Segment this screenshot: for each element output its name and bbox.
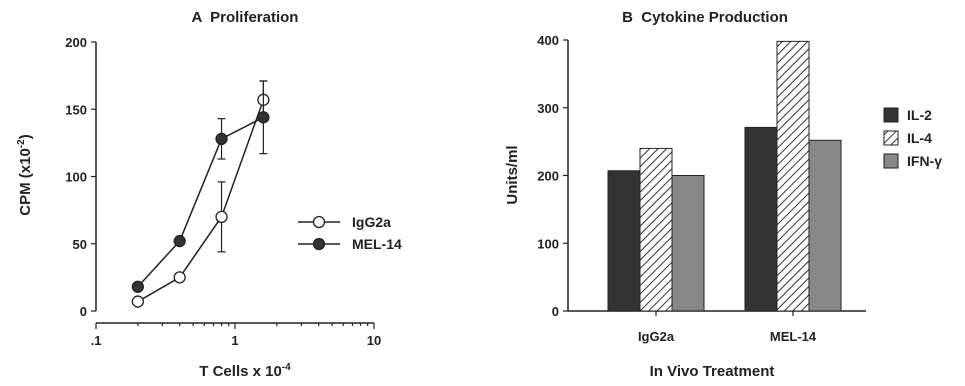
series-line-mel14 (137, 116, 264, 288)
data-point (173, 234, 186, 248)
panel-b-title: B Cytokine Production (622, 9, 788, 26)
panel-b-y-tick-label: 400 (537, 33, 559, 48)
bar (744, 126, 778, 312)
data-point (131, 280, 144, 293)
panel-a-ylabel-end: ) (17, 134, 34, 139)
legend-swatch (883, 107, 899, 123)
panel-a-ylabel-sup: -2 (16, 139, 27, 148)
bar (607, 170, 641, 312)
legend-marker (312, 215, 326, 229)
panel-a-proliferation: A Proliferation CPM (x10-2) T Cells x 10… (16, 9, 402, 380)
legend-label: IgG2a (352, 214, 391, 230)
panel-a-x-tick-label: 1 (231, 333, 238, 348)
panel-a-title: A Proliferation (192, 9, 299, 26)
legend-swatch (883, 153, 899, 169)
bar (808, 139, 842, 312)
svg-text:CPM (x10-2): CPM (x10-2) (16, 134, 34, 215)
data-point (215, 210, 228, 224)
panel-a-y-tick-label: 50 (73, 237, 87, 252)
legend-label: IL-4 (907, 130, 932, 146)
panel-b-y-axis-label: Units/ml (504, 145, 521, 204)
panel-a-x-axis-label: T Cells x 10-4 (199, 362, 291, 380)
panel-b-y-tick-label: 300 (537, 101, 559, 116)
panel-a-y-tick-label: 150 (65, 102, 87, 117)
legend-marker (312, 237, 326, 251)
panel-b-category-label: IgG2a (638, 329, 675, 344)
panel-b-cytokine-production: B Cytokine Production Units/ml In Vivo T… (504, 9, 942, 380)
panel-b-category-label: MEL-14 (770, 329, 817, 344)
panel-a-xlabel-sup: -4 (282, 362, 291, 373)
bar (671, 175, 705, 312)
panel-a-y-tick-label: 200 (65, 35, 87, 50)
panel-a-x-tick-label: .1 (91, 333, 102, 348)
panel-b-y-tick-label: 0 (552, 304, 559, 319)
panel-a-y-tick-label: 100 (65, 170, 87, 185)
legend-swatch (883, 130, 899, 146)
panel-b-x-axis-label: In Vivo Treatment (650, 363, 775, 380)
panel-a-y-tick-label: 0 (80, 304, 87, 319)
panel-b-y-tick-label: 200 (537, 169, 559, 184)
data-point (257, 111, 270, 124)
data-point (131, 295, 144, 308)
legend-label: MEL-14 (352, 236, 402, 252)
panel-a-y-axis-label: CPM (x10-2) (16, 134, 34, 215)
bar (639, 147, 673, 312)
series-line-igg2a (137, 99, 265, 303)
data-point (215, 132, 228, 145)
panel-b-y-tick-label: 100 (537, 236, 559, 251)
legend-label: IFN-γ (907, 153, 942, 169)
panel-a-x-tick-label: 10 (367, 333, 381, 348)
panel-a-xlabel-main: T Cells x 10 (199, 363, 282, 380)
panel-a-ylabel-main: CPM (x10 (17, 148, 34, 216)
legend-label: IL-2 (907, 107, 932, 123)
bar (776, 40, 810, 312)
data-point (173, 271, 186, 284)
